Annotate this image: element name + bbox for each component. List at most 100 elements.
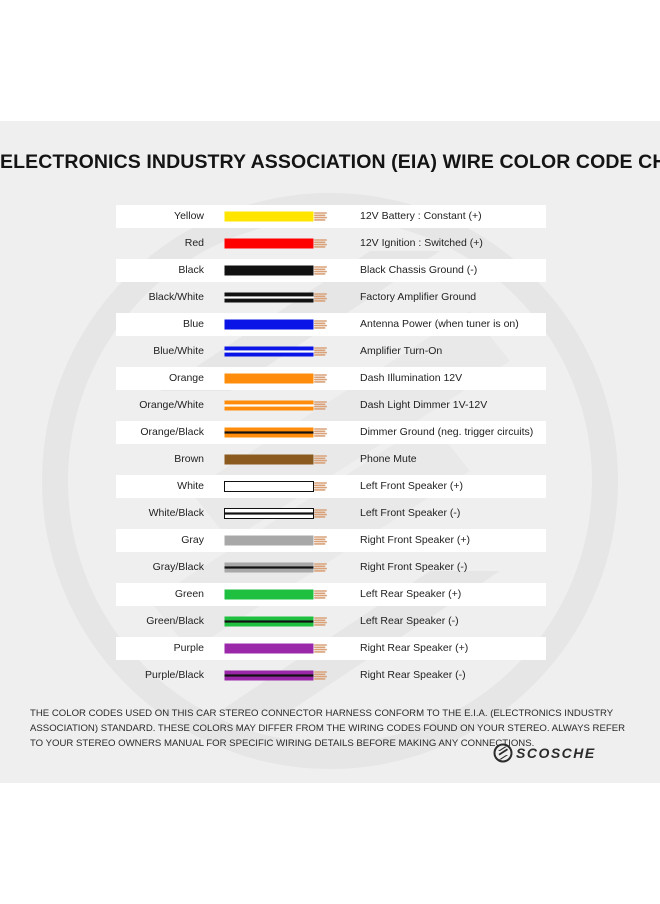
wire-color-name: White bbox=[177, 480, 204, 492]
wire-color-name: Blue/White bbox=[153, 345, 204, 357]
copper-strands bbox=[314, 374, 327, 383]
wire-color-name: Brown bbox=[174, 453, 204, 465]
copper-strands bbox=[314, 455, 327, 464]
wire-function: Left Rear Speaker (+) bbox=[360, 588, 462, 600]
copper-strands bbox=[314, 617, 327, 626]
wire-color-name: Blue bbox=[182, 318, 204, 330]
wire-swatch bbox=[224, 211, 327, 222]
wire-function: 12V Ignition : Switched (+) bbox=[360, 237, 483, 249]
wire-row: Purple Right Rear Speaker (+) bbox=[116, 637, 546, 660]
wire-row: White Left Front Speaker (+) bbox=[116, 475, 546, 498]
wire-color-name: Green/Black bbox=[146, 615, 204, 627]
copper-strands bbox=[314, 239, 327, 248]
wire-function: Right Rear Speaker (+) bbox=[360, 642, 469, 654]
wire-swatch bbox=[224, 589, 327, 600]
wire-function: Left Front Speaker (+) bbox=[360, 480, 464, 492]
wire-row: Orange Dash Illumination 12V bbox=[116, 367, 546, 390]
wire-color-name: Yellow bbox=[174, 210, 204, 222]
wire-color-name: White/Black bbox=[148, 507, 204, 519]
wire-color-name: Purple/Black bbox=[145, 669, 204, 681]
wire-function: Dash Light Dimmer 1V-12V bbox=[360, 399, 488, 411]
wire-insulation bbox=[224, 319, 314, 330]
wire-function: Amplifier Turn-On bbox=[360, 345, 443, 357]
wire-color-name: Gray/Black bbox=[152, 561, 204, 573]
wire-row: Gray/Black Right Front Speaker (-) bbox=[116, 556, 546, 579]
wire-color-name: Gray bbox=[181, 534, 204, 546]
wire-insulation bbox=[224, 481, 314, 492]
wire-stripe bbox=[224, 350, 314, 353]
wire-stripe bbox=[224, 566, 314, 569]
wire-swatch bbox=[224, 346, 327, 357]
wire-function: Dimmer Ground (neg. trigger circuits) bbox=[360, 426, 534, 438]
wire-function: Right Front Speaker (-) bbox=[360, 561, 468, 573]
wire-color-name: Orange bbox=[168, 372, 204, 384]
copper-strands bbox=[314, 347, 327, 356]
copper-strands bbox=[314, 320, 327, 329]
wire-function: Phone Mute bbox=[360, 453, 417, 465]
page-title: ELECTRONICS INDUSTRY ASSOCIATION (EIA) W… bbox=[0, 151, 660, 173]
wire-swatch bbox=[224, 616, 327, 627]
wire-row: Brown Phone Mute bbox=[116, 448, 546, 471]
wire-color-name: Red bbox=[184, 237, 204, 249]
wire-row: Blue/White Amplifier Turn-On bbox=[116, 340, 546, 363]
wire-insulation bbox=[224, 373, 314, 384]
wire-stripe bbox=[224, 296, 314, 299]
wire-insulation bbox=[224, 238, 314, 249]
wire-swatch bbox=[224, 292, 327, 303]
wire-row: Green Left Rear Speaker (+) bbox=[116, 583, 546, 606]
wire-swatch bbox=[224, 373, 327, 384]
wire-function: 12V Battery : Constant (+) bbox=[360, 210, 482, 222]
copper-strands bbox=[314, 212, 327, 221]
copper-strands bbox=[314, 671, 327, 680]
wire-color-name: Orange/Black bbox=[140, 426, 204, 438]
wire-swatch bbox=[224, 454, 327, 465]
wire-insulation bbox=[224, 454, 314, 465]
wire-insulation bbox=[224, 589, 314, 600]
copper-strands bbox=[314, 536, 327, 545]
wire-row: Blue Antenna Power (when tuner is on) bbox=[116, 313, 546, 336]
wire-row: White/Black Left Front Speaker (-) bbox=[116, 502, 546, 525]
wire-swatch bbox=[224, 535, 327, 546]
wire-swatch bbox=[224, 427, 327, 438]
wire-swatch bbox=[224, 562, 327, 573]
wire-color-name: Green bbox=[174, 588, 204, 600]
wire-function: Dash Illumination 12V bbox=[360, 372, 463, 384]
copper-strands bbox=[314, 266, 327, 275]
wire-swatch bbox=[224, 400, 327, 411]
brand-name: SCOSCHE bbox=[516, 745, 596, 761]
wire-swatch bbox=[224, 481, 327, 492]
copper-strands bbox=[314, 509, 327, 518]
copper-strands bbox=[314, 293, 327, 302]
disclaimer-text: THE COLOR CODES USED ON THIS CAR STEREO … bbox=[30, 708, 626, 749]
chart-panel: ELECTRONICS INDUSTRY ASSOCIATION (EIA) W… bbox=[0, 121, 660, 783]
wire-row: Black/White Factory Amplifier Ground bbox=[116, 286, 546, 309]
wire-color-name: Black bbox=[178, 264, 204, 276]
wire-row: Black Black Chassis Ground (-) bbox=[116, 259, 546, 282]
copper-strands bbox=[314, 590, 327, 599]
wire-swatch bbox=[224, 238, 327, 249]
wire-swatch bbox=[224, 508, 327, 519]
copper-strands bbox=[314, 644, 327, 653]
wire-function: Factory Amplifier Ground bbox=[360, 291, 477, 303]
wire-swatch bbox=[224, 265, 327, 276]
wire-insulation bbox=[224, 265, 314, 276]
wire-row: Green/Black Left Rear Speaker (-) bbox=[116, 610, 546, 633]
wire-insulation bbox=[224, 535, 314, 546]
wire-function: Left Front Speaker (-) bbox=[360, 507, 461, 519]
wire-row: Orange/Black Dimmer Ground (neg. trigger … bbox=[116, 421, 546, 444]
copper-strands bbox=[314, 401, 327, 410]
wire-swatch bbox=[224, 670, 327, 681]
wire-function: Black Chassis Ground (-) bbox=[360, 264, 478, 276]
wire-function: Left Rear Speaker (-) bbox=[360, 615, 459, 627]
wire-function: Antenna Power (when tuner is on) bbox=[360, 318, 519, 330]
wire-row: Yellow 12V Battery : Constant (+) bbox=[116, 205, 546, 228]
copper-strands bbox=[314, 563, 327, 572]
wire-row: Orange/White Dash Light Dimmer 1V-12V bbox=[116, 394, 546, 417]
wire-color-name: Orange/White bbox=[139, 399, 204, 411]
wire-function: Right Rear Speaker (-) bbox=[360, 669, 466, 681]
wire-color-name: Purple bbox=[173, 642, 204, 654]
wire-stripe bbox=[224, 512, 314, 515]
wire-row: Purple/Black Right Rear Speaker (-) bbox=[116, 664, 546, 687]
wire-stripe bbox=[224, 404, 314, 407]
wire-stripe bbox=[224, 431, 314, 434]
